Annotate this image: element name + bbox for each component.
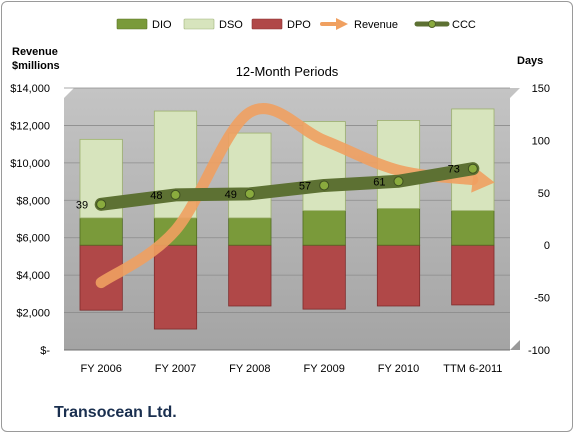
right-tick-label: 0 <box>544 240 550 252</box>
ccc-point <box>170 189 181 200</box>
ccc-data-label: 61 <box>373 176 385 188</box>
ccc-data-label: 39 <box>76 199 88 211</box>
bar-dio-fy-2006 <box>79 217 123 246</box>
ccc-point <box>393 176 404 187</box>
left-tick-label: $10,000 <box>10 158 50 170</box>
bar-dio-ttm-6-2011 <box>451 210 495 246</box>
ccc-point <box>319 180 330 191</box>
bars <box>79 108 495 330</box>
chart-title: 12-Month Periods <box>236 64 339 79</box>
right-axis-ticks: -100 -50 0 50 100 150 <box>528 83 550 357</box>
right-axis-title: Days <box>517 55 543 67</box>
right-tick-label: 150 <box>532 83 550 95</box>
ccc-data-label: 49 <box>225 189 237 201</box>
bar-dpo-fy-2009 <box>302 244 346 310</box>
legend: DIO DSO DPO Revenue CCC <box>116 18 476 31</box>
left-tick-label: $8,000 <box>16 195 50 207</box>
bar-dso-fy-2008 <box>228 132 272 219</box>
revenue-line <box>95 103 479 289</box>
x-tick-label: FY 2008 <box>229 363 270 375</box>
left-axis-title-line1: Revenue <box>12 46 58 58</box>
legend-label-dio: DIO <box>152 19 172 31</box>
bar-dpo-fy-2010 <box>376 244 421 307</box>
ccc-data-label: 57 <box>299 180 311 192</box>
bar-dso-ttm-6-2011 <box>451 108 495 212</box>
left-tick-label: $6,000 <box>16 233 50 245</box>
company-name: Transocean Ltd. <box>54 404 177 421</box>
ccc-point <box>467 163 478 174</box>
ccc-layer: 39 48 49 57 61 73 <box>76 162 480 211</box>
x-axis-ticks: FY 2006 FY 2007 FY 2008 FY 2009 FY 2010 TTM 6… <box>80 363 502 375</box>
ccc-point <box>244 188 255 199</box>
bar-dpo-ttm-6-2011 <box>451 244 495 306</box>
gridlines <box>64 87 510 351</box>
x-tick-label: FY 2010 <box>378 363 419 375</box>
right-tick-label: -50 <box>534 293 550 305</box>
bar-dpo-fy-2007 <box>153 244 198 330</box>
ccc-data-label: 48 <box>150 190 162 202</box>
right-tick-label: 100 <box>532 135 550 147</box>
x-tick-label: FY 2007 <box>155 363 196 375</box>
left-axis-title-line2: $millions <box>12 60 60 72</box>
bar-dio-fy-2008 <box>228 217 272 246</box>
legend-swatch-dso <box>183 18 215 30</box>
left-tick-label: $14,000 <box>10 83 50 95</box>
legend-swatch-revenue-arrow <box>320 18 348 30</box>
ccc-point <box>96 199 107 210</box>
x-tick-label: FY 2009 <box>303 363 344 375</box>
left-axis-ticks: $- $2,000 $4,000 $6,000 $8,000 $10,000 $12,000… <box>10 83 50 357</box>
legend-label-dso: DSO <box>219 19 243 31</box>
legend-label-ccc: CCC <box>452 19 476 31</box>
left-tick-label: $12,000 <box>10 120 50 132</box>
left-tick-label: $- <box>40 345 50 357</box>
ccc-line <box>94 162 480 211</box>
x-tick-label: TTM 6-2011 <box>443 363 502 375</box>
bar-dio-fy-2009 <box>302 210 346 246</box>
legend-label-revenue: Revenue <box>354 19 398 31</box>
right-tick-label: -100 <box>528 345 550 357</box>
x-tick-label: FY 2006 <box>80 363 121 375</box>
left-tick-label: $4,000 <box>16 270 50 282</box>
right-tick-label: 50 <box>538 188 550 200</box>
legend-swatch-dio <box>116 18 148 30</box>
left-tick-label: $2,000 <box>16 308 50 320</box>
ccc-data-label: 73 <box>448 164 460 176</box>
legend-label-dpo: DPO <box>287 19 311 31</box>
bar-dpo-fy-2008 <box>228 244 272 307</box>
bar-dio-fy-2010 <box>376 208 421 246</box>
legend-swatch-ccc <box>414 20 450 28</box>
legend-swatch-dpo <box>251 18 283 30</box>
plot-area: 39 48 49 57 61 73 <box>64 87 520 351</box>
